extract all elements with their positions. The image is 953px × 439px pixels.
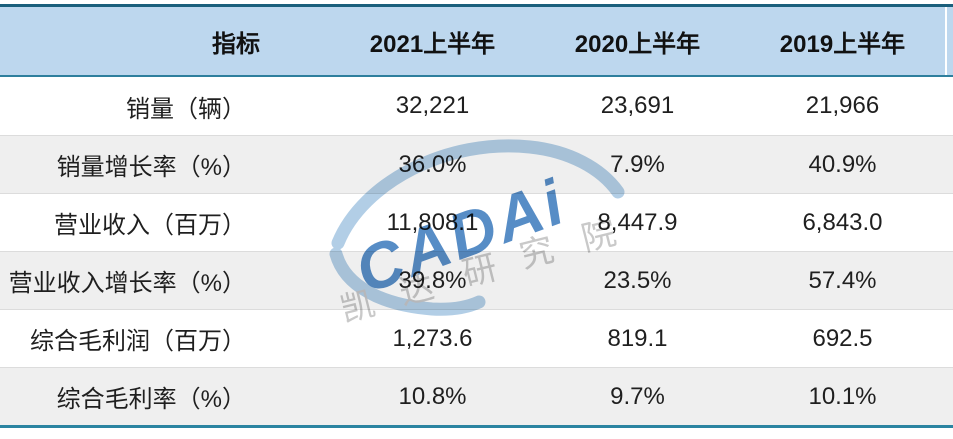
cell-value: 6,843.0: [802, 208, 883, 236]
row-label: 销量增长率（%）: [56, 154, 246, 181]
row-label: 综合毛利润（百万）: [30, 328, 246, 355]
cell-value: 9.7%: [610, 382, 665, 410]
cell-value: 692.5: [812, 324, 873, 352]
cell-value: 10.8%: [398, 382, 467, 410]
column-header-2019h1: 2019上半年: [779, 30, 906, 58]
table-row: 综合毛利率（%） 10.8% 9.7% 10.1%: [0, 367, 953, 425]
cell-value: 11,808.1: [386, 208, 479, 236]
table-row: 营业收入（百万） 11,808.1 8,447.9 6,843.0: [0, 193, 953, 251]
row-edge-sliver: [945, 310, 953, 367]
table-header-row: 指标 2021上半年 2020上半年 2019上半年: [0, 4, 953, 77]
column-header-2020h1: 2020上半年: [574, 30, 701, 58]
table-bottom-accent-line: [0, 425, 953, 428]
row-edge-sliver: [945, 77, 953, 135]
cell-value: 819.1: [607, 324, 668, 352]
cell-value: 8,447.9: [597, 208, 678, 236]
table-row: 销量增长率（%） 36.0% 7.9% 40.9%: [0, 135, 953, 193]
row-edge-sliver: [945, 136, 953, 193]
row-edge-sliver: [945, 368, 953, 425]
row-label: 营业收入增长率（%）: [8, 270, 246, 297]
row-label: 销量（辆）: [126, 95, 246, 123]
cell-value: 7.9%: [610, 150, 665, 178]
cell-value: 39.8%: [398, 266, 467, 294]
row-edge-sliver: [945, 252, 953, 309]
column-header-indicator: 指标: [212, 30, 260, 58]
row-label: 综合毛利率（%）: [56, 386, 246, 413]
cell-value: 1,273.6: [392, 324, 473, 352]
cell-value: 23.5%: [603, 266, 672, 294]
table-row: 销量（辆） 32,221 23,691 21,966: [0, 77, 953, 135]
cell-value: 40.9%: [808, 150, 877, 178]
cell-value: 32,221: [395, 92, 470, 119]
financial-table: 指标 2021上半年 2020上半年 2019上半年 销量（辆） 32,221 …: [0, 4, 953, 428]
row-label: 营业收入（百万）: [54, 212, 246, 239]
cell-value: 23,691: [600, 92, 675, 119]
column-header-2021h1: 2021上半年: [369, 30, 496, 58]
cell-value: 21,966: [805, 92, 880, 119]
row-edge-sliver: [945, 194, 953, 251]
header-edge-sliver: [945, 7, 953, 75]
cell-value: 57.4%: [808, 266, 877, 294]
cell-value: 10.1%: [808, 382, 877, 410]
table-row: 营业收入增长率（%） 39.8% 23.5% 57.4%: [0, 251, 953, 309]
table-row: 综合毛利润（百万） 1,273.6 819.1 692.5: [0, 309, 953, 367]
cell-value: 36.0%: [398, 150, 467, 178]
